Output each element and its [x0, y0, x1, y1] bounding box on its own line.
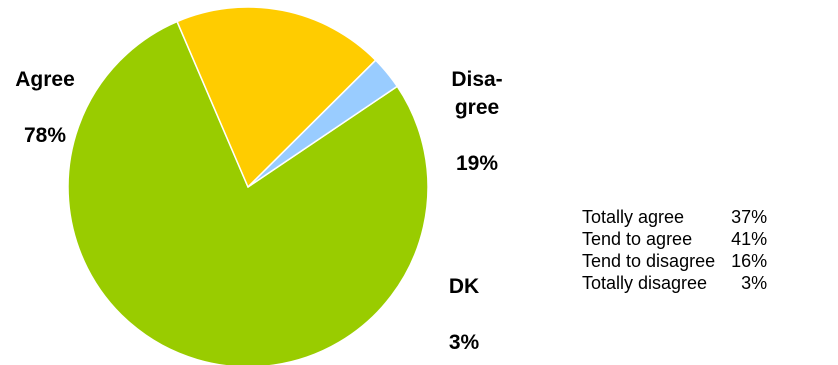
slice-percent-disagree: 19% [455, 152, 499, 175]
slice-percent-dk: 3% [448, 331, 480, 354]
breakdown-row: Tend to disagree 16% [582, 250, 767, 272]
breakdown-label: Totally disagree [582, 273, 708, 293]
slice-percent-agree: 78% [23, 124, 67, 147]
breakdown-value: 3% [741, 273, 768, 293]
breakdown-value: 37% [731, 207, 768, 227]
breakdown-row: Tend to agree 41% [582, 228, 767, 250]
breakdown-row: Totally agree 37% [582, 206, 767, 228]
breakdown-label: Tend to agree [582, 229, 693, 249]
slice-label-dk: DK 3% [434, 245, 494, 357]
pie-slice-agree [67, 20, 429, 365]
slice-name-disagree: Disa- gree [451, 68, 503, 119]
pie-slice-disagree [176, 6, 377, 188]
slice-label-agree: Agree 78% [2, 38, 88, 150]
slice-name-agree: Agree [15, 68, 75, 91]
breakdown-row: Totally disagree 3% [582, 272, 767, 294]
breakdown-label: Totally agree [582, 207, 685, 227]
breakdown-value: 16% [731, 251, 768, 271]
breakdown-value: 41% [731, 229, 768, 249]
breakdown-table: Totally agree 37% Tend to agree 41% Tend… [582, 206, 767, 294]
pie-slice-dk [247, 59, 398, 188]
slice-name-dk: DK [448, 275, 480, 298]
breakdown-label: Tend to disagree [582, 251, 716, 271]
slice-label-disagree: Disa- gree 19% [440, 38, 514, 178]
